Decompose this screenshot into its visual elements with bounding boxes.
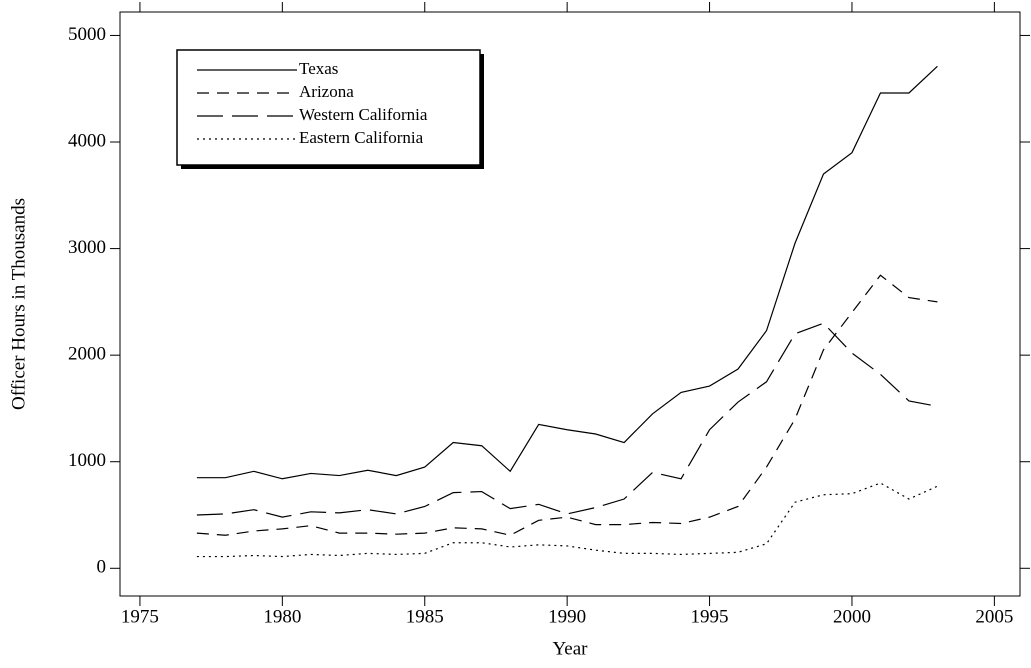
- x-tick-label: 1995: [691, 606, 729, 627]
- x-tick-label: 1985: [406, 606, 444, 627]
- y-tick-label: 0: [97, 557, 107, 578]
- y-axis-title: Officer Hours in Thousands: [8, 198, 29, 410]
- x-tick-label: 2000: [833, 606, 871, 627]
- x-axis-title: Year: [552, 638, 588, 659]
- y-tick-label: 5000: [68, 24, 106, 45]
- y-tick-label: 4000: [68, 130, 106, 151]
- x-tick-label: 1975: [121, 606, 159, 627]
- legend-label: Western California: [299, 105, 428, 124]
- legend-label: Texas: [299, 59, 338, 78]
- y-tick-label: 1000: [68, 450, 106, 471]
- series-line: [196, 274, 938, 536]
- y-tick-label: 3000: [68, 237, 106, 258]
- x-tick-label: 2005: [975, 606, 1013, 627]
- series-line: [196, 322, 938, 518]
- y-tick-label: 2000: [68, 344, 106, 365]
- series-line: [196, 482, 938, 558]
- legend-label: Eastern California: [299, 128, 424, 147]
- series-line: [196, 65, 938, 480]
- x-tick-label: 1990: [548, 606, 586, 627]
- plot-frame: [119, 11, 1021, 597]
- legend-box: [176, 49, 481, 166]
- x-tick-label: 1980: [263, 606, 301, 627]
- legend-label: Arizona: [299, 82, 354, 101]
